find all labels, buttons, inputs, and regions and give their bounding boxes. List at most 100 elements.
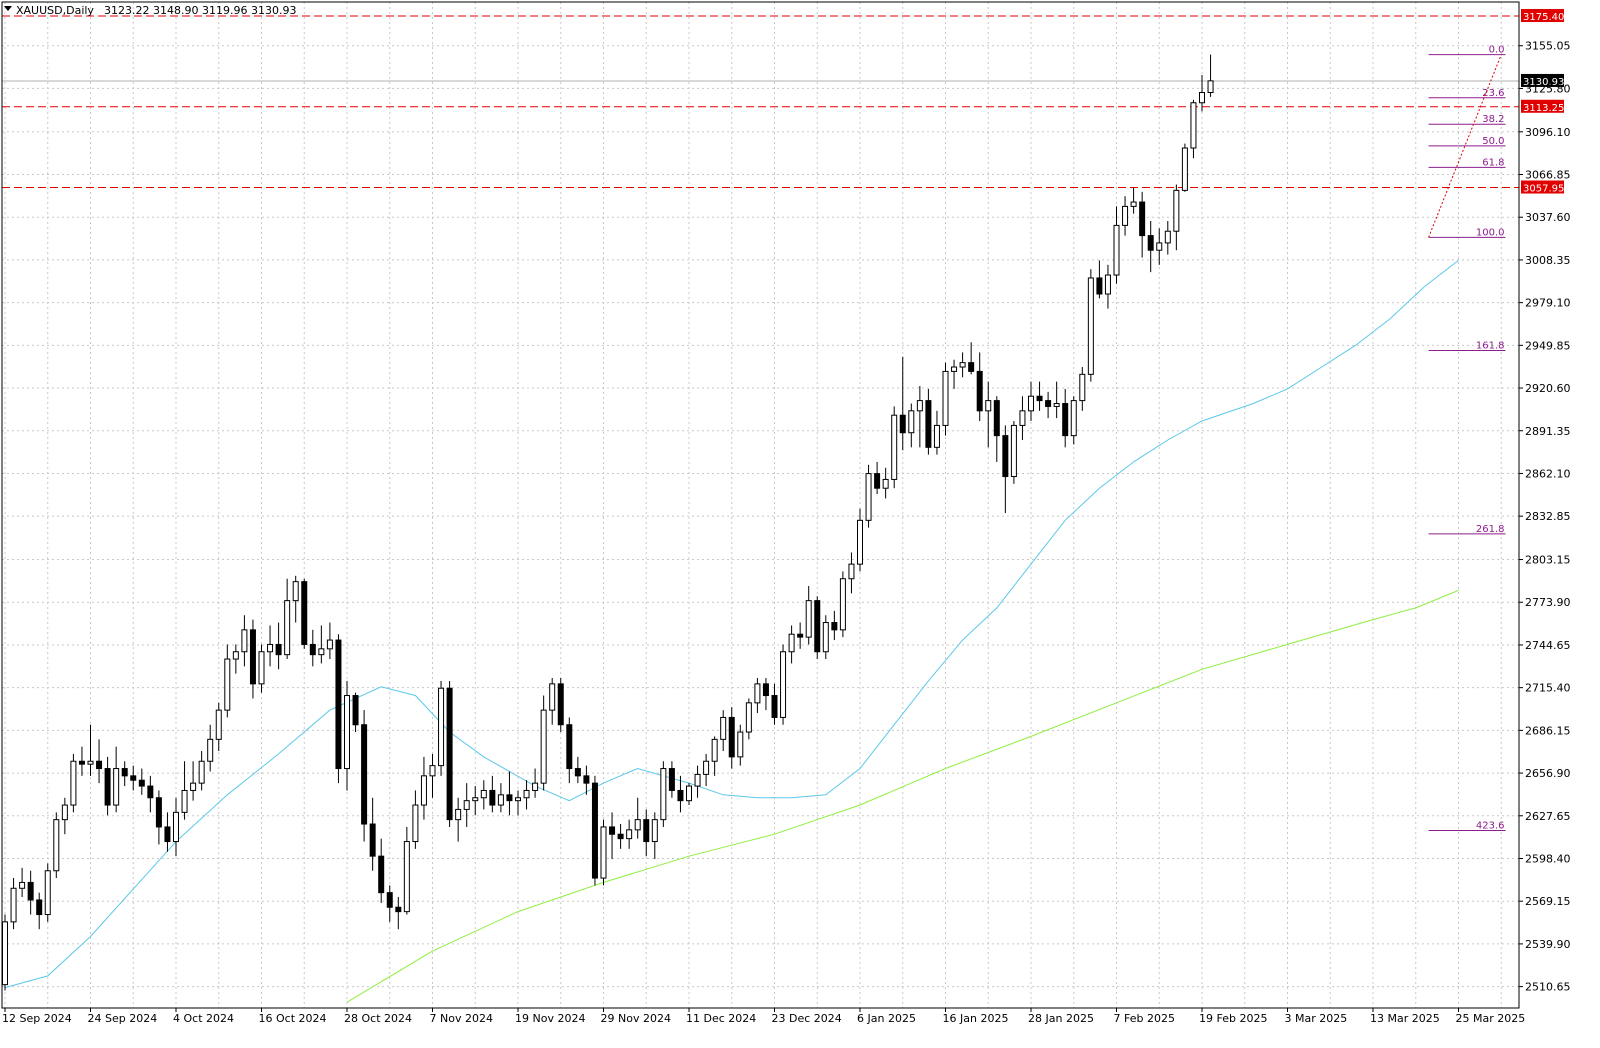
candle	[839, 571, 846, 638]
candle-body-bullish	[1190, 102, 1197, 149]
candle	[1036, 381, 1043, 411]
candle	[600, 819, 607, 886]
candle-body-bearish	[976, 370, 983, 412]
y-tick-label: 2598.40	[1525, 852, 1571, 865]
candle	[703, 753, 710, 787]
horizontal-levels: 3175.40 3113.25 3057.95 3130.93	[2, 9, 1564, 195]
candle	[87, 724, 94, 776]
candle-body-bullish	[181, 789, 188, 813]
candle	[660, 761, 667, 827]
x-tick-label: 13 Mar 2025	[1370, 1012, 1440, 1025]
x-tick-label: 29 Nov 2024	[601, 1012, 671, 1025]
candle-body-bullish	[284, 600, 291, 656]
candle	[865, 464, 872, 528]
candle-body-bullish	[497, 794, 504, 806]
candle	[1199, 75, 1205, 112]
candle	[908, 403, 915, 448]
candle	[19, 867, 26, 898]
candle	[549, 678, 556, 725]
y-tick-label: 3066.85	[1525, 169, 1571, 182]
candle	[1079, 367, 1086, 411]
candle	[788, 625, 795, 664]
symbol-menu-icon[interactable]	[4, 6, 12, 11]
candle-body-bullish	[326, 639, 333, 650]
candle-body-bullish	[438, 687, 445, 767]
candle	[369, 797, 376, 871]
y-tick-label: 2627.65	[1525, 810, 1571, 823]
candle	[10, 878, 17, 930]
candle-body-bearish	[583, 775, 590, 784]
candle-body-bullish	[745, 702, 752, 733]
candle-body-bearish	[771, 695, 778, 718]
candle	[532, 768, 539, 798]
candle-body-bearish	[643, 819, 650, 843]
candle-body-bullish	[198, 760, 205, 784]
x-tick-label: 19 Nov 2024	[515, 1012, 585, 1025]
candle-body-bearish	[1062, 403, 1069, 437]
y-tick-label: 2744.65	[1525, 639, 1571, 652]
candle	[224, 644, 231, 718]
candle	[1173, 184, 1180, 251]
y-tick-label: 2803.15	[1525, 554, 1571, 567]
candle-body-bearish	[352, 695, 359, 726]
candle-body-bullish	[19, 881, 26, 889]
candle-body-bearish	[874, 473, 881, 489]
y-tick-label: 2773.90	[1525, 596, 1571, 609]
candle-body-bullish	[267, 643, 274, 653]
candle	[96, 739, 103, 784]
candle-body-bearish	[1002, 435, 1009, 478]
x-tick-label: 3 Mar 2025	[1285, 1012, 1348, 1025]
candle-body-bearish	[36, 899, 43, 916]
candle	[446, 680, 453, 827]
candle	[1147, 221, 1154, 273]
ohlc-readout: 3123.22 3148.90 3119.96 3130.93	[104, 4, 296, 17]
candle	[686, 783, 692, 806]
candle	[720, 710, 727, 752]
y-tick-label: 2715.40	[1525, 682, 1571, 695]
x-tick-label: 24 Sep 2024	[88, 1012, 158, 1025]
candle	[2, 914, 8, 991]
candle-body-bullish	[703, 760, 710, 775]
candle	[797, 622, 804, 649]
candle-body-bullish	[1164, 230, 1171, 244]
candle	[754, 678, 761, 714]
candle	[455, 797, 462, 842]
candle-body-bullish	[891, 414, 898, 480]
fib-level-label: 0.0	[1489, 45, 1505, 56]
fib-level-label: 261.8	[1476, 524, 1505, 535]
candle	[711, 736, 718, 776]
candle-body-bearish	[27, 881, 34, 901]
candle	[566, 717, 573, 784]
current-price-label: 3130.93	[1523, 77, 1564, 88]
candle	[258, 644, 265, 693]
candle-body-bullish	[626, 829, 633, 840]
candle-body-bullish	[933, 424, 940, 448]
candle	[583, 765, 590, 795]
candle	[207, 724, 214, 772]
candle-body-bearish	[301, 581, 308, 645]
candle-body-bullish	[61, 804, 68, 821]
y-tick-label: 2569.15	[1525, 895, 1571, 908]
candle	[318, 625, 325, 664]
current-price-tag	[1521, 73, 1564, 87]
fibonacci-retracement[interactable]: 0.0 23.6 38.2 50.0 61.8 100.0 161.8 261.8 423.6	[1428, 45, 1506, 832]
candle-body-bullish	[985, 400, 992, 412]
candle	[27, 870, 34, 915]
y-tick-label: 3155.05	[1525, 40, 1571, 53]
candle-body-bullish	[942, 370, 949, 426]
candle-body-bearish	[557, 683, 564, 726]
candle-body-bearish	[309, 643, 316, 656]
x-tick-label: 4 Oct 2024	[173, 1012, 234, 1025]
candle	[1045, 391, 1052, 419]
candle	[523, 780, 530, 810]
candle-body-bearish	[728, 716, 735, 758]
candle	[762, 678, 769, 711]
candle-body-bearish	[574, 768, 581, 777]
candle-body-bullish	[1130, 201, 1137, 207]
candle-body-bullish	[44, 870, 51, 916]
candle	[1010, 421, 1017, 484]
y-tick-label: 2656.90	[1525, 767, 1571, 780]
fib-anchor-line	[1428, 54, 1502, 238]
